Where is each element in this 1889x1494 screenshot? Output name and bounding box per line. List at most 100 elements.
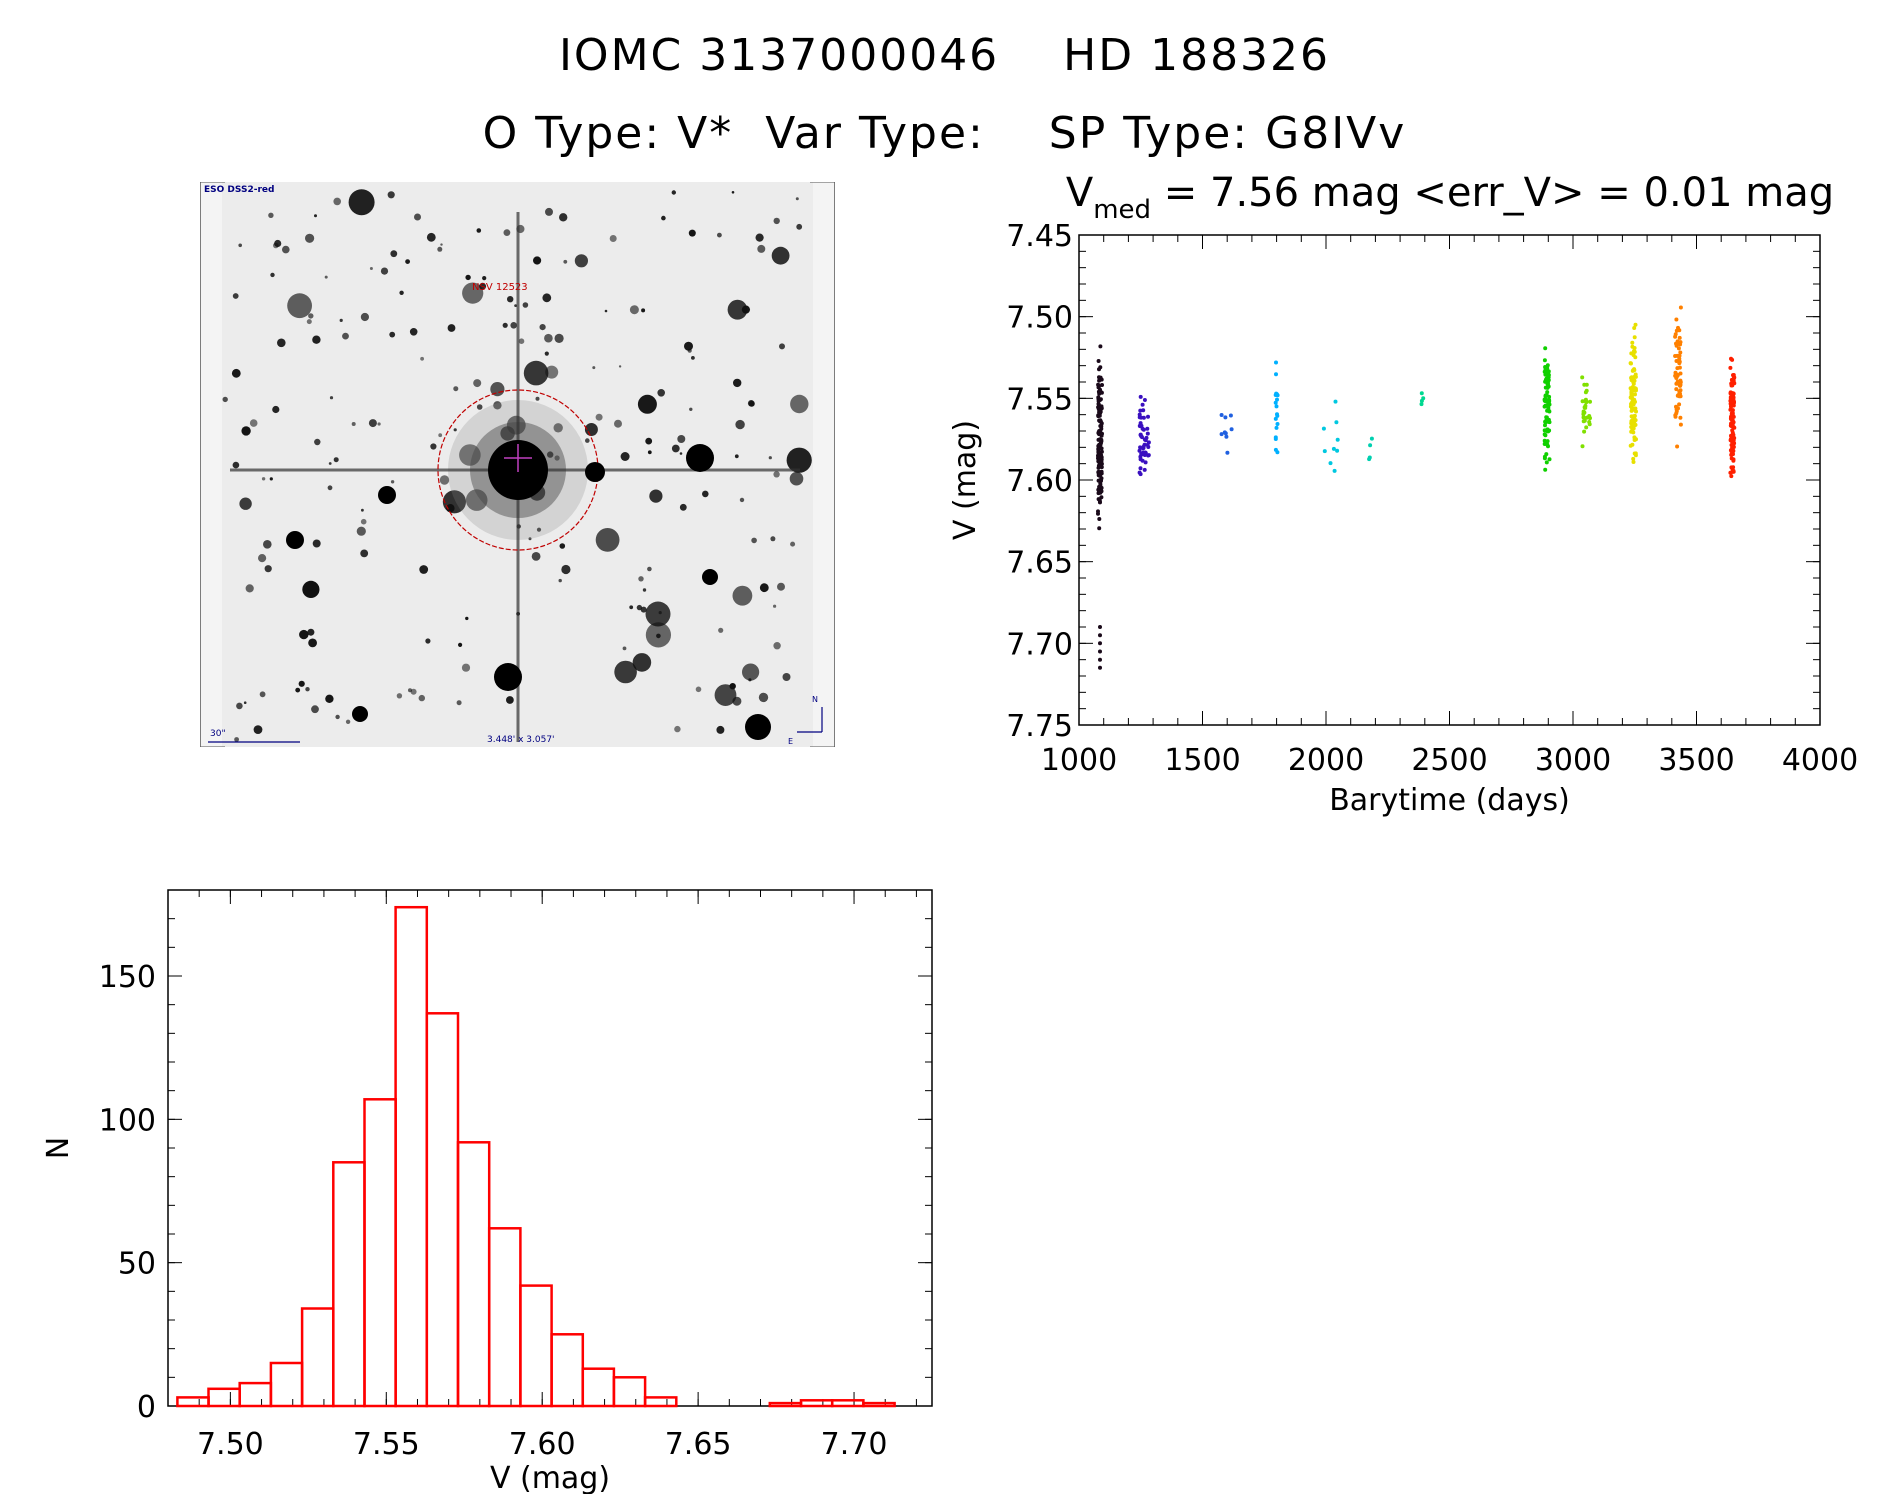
data-point [1142,437,1147,442]
field-star [553,423,563,433]
field-star [479,282,487,290]
field-star [656,633,661,639]
field-star [679,503,687,511]
data-point [1731,395,1736,400]
field-star [732,585,753,606]
data-point [1273,416,1278,421]
data-point [1274,404,1279,409]
data-point [1098,463,1103,468]
x-tick-label: 4000 [1782,743,1858,778]
data-point [1543,346,1548,351]
data-point [1674,404,1678,409]
field-star [439,475,450,485]
field-star [263,540,272,549]
data-point [1629,361,1633,366]
data-point [1547,457,1552,462]
data-point [1097,484,1102,489]
data-point [1581,409,1586,414]
histogram-bar [238,1381,273,1408]
data-point [1633,392,1637,397]
scale-label: 30" [210,729,226,739]
data-point [1588,399,1592,404]
data-point [1546,374,1551,379]
data-point [1096,430,1101,434]
field-star [604,309,608,313]
field-star [716,725,725,734]
data-point [1274,425,1279,430]
field-star [351,422,356,426]
bright-star [745,714,771,740]
data-point [1732,436,1737,440]
field-star [442,490,466,514]
data-point [1229,427,1234,432]
field-star [536,527,542,532]
data-point [1677,328,1682,333]
data-point [1419,391,1424,396]
y-tick-label: 7.50 [1006,301,1073,336]
data-point [1335,448,1340,453]
data-point [1098,649,1102,654]
field-star [390,480,395,484]
field-star [458,642,463,647]
data-point [1728,398,1733,403]
data-point [1146,445,1151,449]
field-star [360,549,369,558]
data-point [1098,418,1103,423]
data-point [1334,420,1339,425]
field-star [614,419,622,428]
data-point [1141,415,1146,420]
field-star [758,692,769,703]
field-star [420,356,424,361]
field-star [453,428,457,432]
field-star [465,274,471,281]
data-point [1146,440,1151,445]
field-star [747,400,755,407]
field-star [768,456,772,460]
season-series [1321,399,1340,473]
field-star [637,394,657,414]
field-star [414,213,421,221]
data-point [1632,349,1636,353]
data-point [1583,397,1588,402]
field-star [796,223,803,230]
data-point [1219,413,1224,417]
data-point [1587,422,1592,427]
data-point [1678,415,1683,420]
histogram-bar [862,1401,896,1408]
field-star [298,680,305,687]
field-star [771,246,790,265]
data-point [1634,437,1638,442]
field-star [547,451,554,458]
field-star [377,422,381,426]
data-point [1729,439,1734,444]
field-star [535,396,540,401]
y-tick-label: 150 [99,960,156,995]
field-star [636,604,643,611]
field-star [790,394,809,414]
field-star [757,244,766,253]
field-star [438,433,443,438]
data-point [1631,430,1636,435]
data-point [1673,413,1678,418]
data-point [1274,372,1278,377]
field-star [305,233,315,243]
x-axis-label: Barytime (days) [1329,783,1570,818]
field-star [239,497,252,510]
field-star [465,489,488,511]
data-point [1098,344,1103,349]
data-point [1142,398,1147,402]
data-point [1677,402,1682,407]
x-axis-label: V (mag) [490,1461,610,1494]
data-point [1629,351,1634,356]
field-star [307,583,314,591]
season-series [1580,375,1592,449]
data-point [1678,350,1683,355]
data-point [1634,388,1638,393]
season-series [1673,305,1683,449]
data-point [1584,425,1589,430]
data-point [1542,454,1547,459]
data-point [1367,457,1372,462]
data-point [1098,657,1102,662]
data-point [1631,368,1636,373]
